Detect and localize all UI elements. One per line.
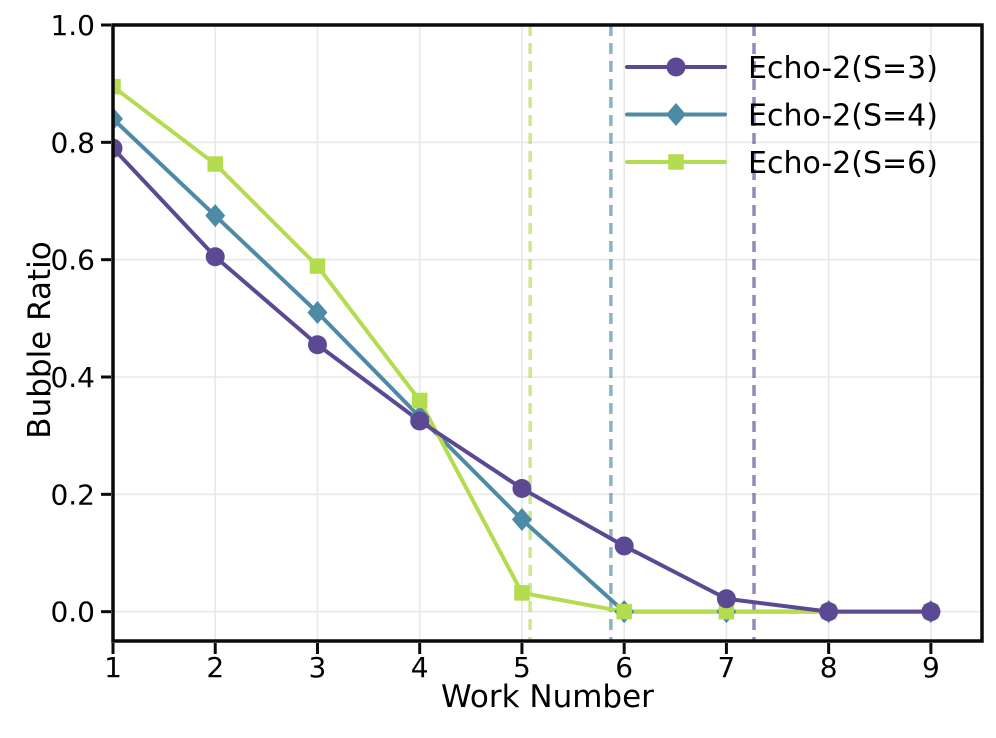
- legend-label: Echo-2(S=6): [748, 146, 938, 181]
- y-tick-label: 0.0: [50, 596, 95, 629]
- diamond-marker: [511, 508, 532, 532]
- x-tick-label: 1: [104, 651, 122, 684]
- circle-marker: [410, 411, 430, 431]
- square-marker: [514, 585, 530, 601]
- square-marker: [411, 392, 428, 409]
- x-tick-label: 2: [206, 651, 224, 684]
- tick-labels: 1 2 3 4 5 6 7 8 9 0.0 0.2 0.4 0.6 0.8 1.0: [50, 9, 939, 684]
- diamond-marker: [113, 107, 123, 131]
- circle-marker: [921, 602, 941, 622]
- x-tick-label: 8: [820, 651, 838, 684]
- square-marker: [616, 603, 632, 620]
- legend: Echo-2(S=3) Echo-2(S=4) Echo-2(S=6): [625, 51, 938, 181]
- square-marker: [113, 78, 121, 95]
- axis-ticks: [101, 23, 933, 654]
- y-tick-label: 1.0: [50, 9, 95, 42]
- circle-marker: [614, 536, 634, 556]
- circle-marker: [205, 247, 225, 267]
- x-tick-label: 5: [513, 651, 531, 684]
- y-tick-label: 0.8: [50, 126, 95, 159]
- y-tick-label: 0.2: [50, 478, 95, 511]
- legend-item-echo-2-s-4: Echo-2(S=4): [625, 99, 938, 134]
- legend-label: Echo-2(S=3): [748, 51, 938, 86]
- circle-marker: [307, 335, 327, 355]
- x-tick-label: 9: [922, 651, 940, 684]
- square-marker: [668, 154, 684, 170]
- x-tick-label: 4: [411, 651, 429, 684]
- data-layer: [113, 78, 941, 624]
- square-marker: [309, 258, 326, 274]
- legend-square-marker: [668, 154, 684, 170]
- circle-marker: [113, 138, 123, 158]
- y-tick-label: 0.4: [50, 361, 95, 394]
- x-tick-label: 6: [615, 651, 633, 684]
- y-tick-label: 0.6: [50, 244, 95, 277]
- legend-circle-marker: [666, 57, 686, 77]
- x-tick-label: 7: [717, 651, 735, 684]
- circle-marker: [512, 478, 532, 498]
- square-marker: [718, 603, 735, 620]
- square-marker: [207, 156, 223, 172]
- circle-marker: [819, 602, 839, 622]
- diamond-marker: [307, 300, 328, 324]
- y-axis-label: Bubble Ratio: [22, 241, 58, 438]
- x-axis-label: Work Number: [441, 679, 654, 715]
- legend-label: Echo-2(S=4): [748, 99, 938, 134]
- legend-diamond-marker: [666, 103, 686, 126]
- circle-marker: [666, 57, 686, 77]
- legend-item-echo-2-s-6: Echo-2(S=6): [625, 146, 938, 181]
- series-markers-echo-2-s-3: [113, 138, 941, 622]
- diamond-marker: [205, 204, 226, 228]
- x-tick-label: 3: [309, 651, 327, 684]
- legend-item-echo-2-s-3: Echo-2(S=3): [625, 51, 938, 86]
- diamond-marker: [666, 103, 686, 126]
- circle-marker: [716, 589, 736, 609]
- plot-border: [111, 23, 984, 643]
